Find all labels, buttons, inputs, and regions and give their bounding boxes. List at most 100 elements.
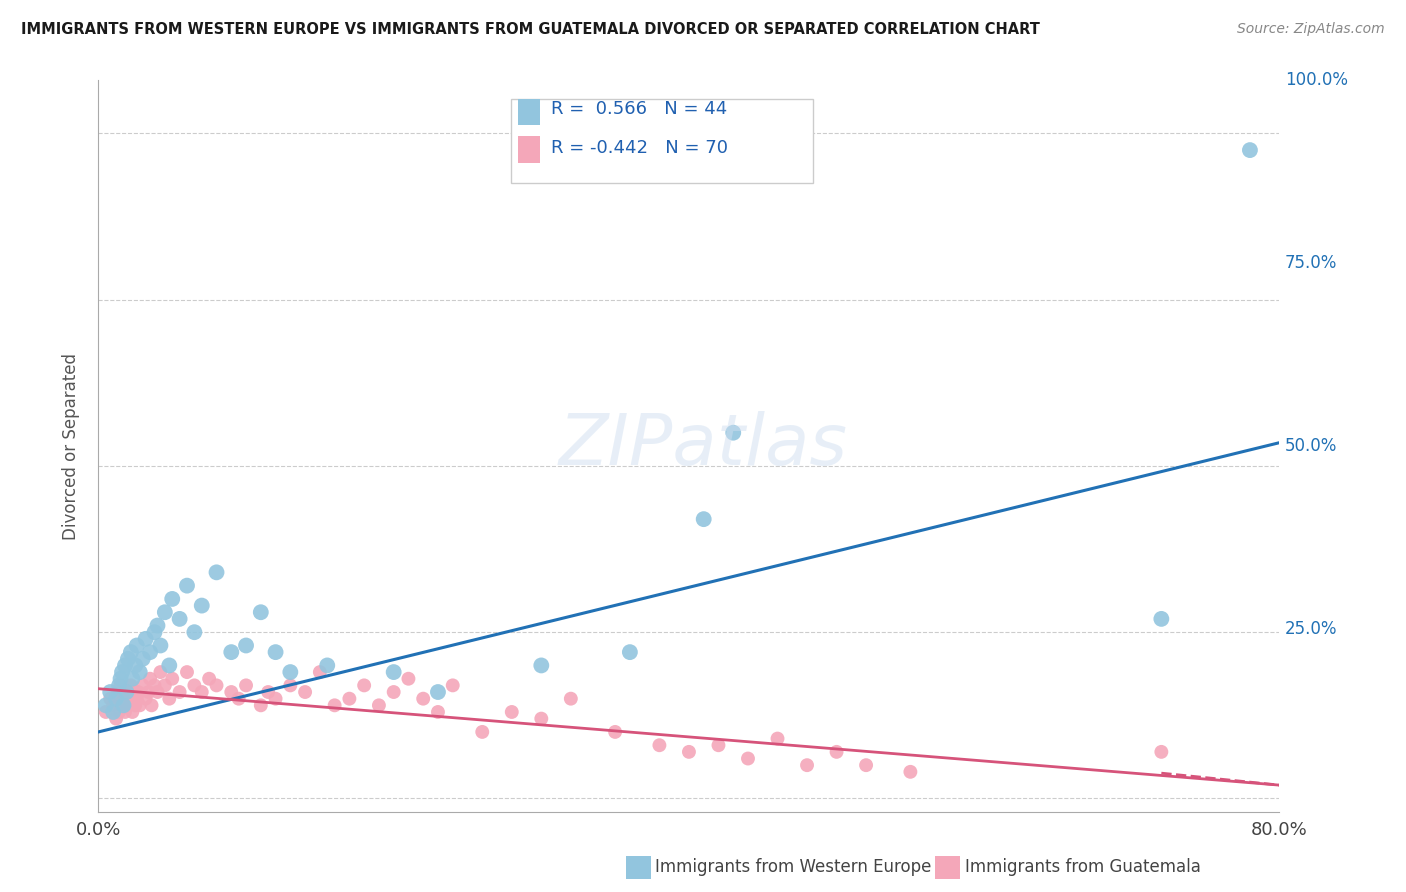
Point	[412, 691, 434, 706]
Point	[176, 665, 198, 679]
Point	[128, 665, 150, 679]
Point	[396, 672, 419, 686]
Point	[353, 678, 375, 692]
Point	[105, 712, 128, 726]
Point	[169, 612, 191, 626]
Point	[112, 698, 135, 713]
Point	[257, 685, 280, 699]
Text: Immigrants from Western Europe: Immigrants from Western Europe	[655, 858, 932, 876]
Point	[198, 672, 221, 686]
Point	[107, 685, 129, 699]
Point	[721, 425, 744, 440]
Point	[530, 712, 553, 726]
Point	[115, 685, 138, 699]
Point	[114, 658, 136, 673]
Point	[157, 658, 180, 673]
Point	[120, 678, 142, 692]
Text: IMMIGRANTS FROM WESTERN EUROPE VS IMMIGRANTS FROM GUATEMALA DIVORCED OR SEPARATE: IMMIGRANTS FROM WESTERN EUROPE VS IMMIGR…	[21, 22, 1040, 37]
Point	[278, 665, 302, 679]
Point	[205, 566, 228, 580]
Point	[264, 691, 287, 706]
Point	[149, 639, 172, 653]
Point	[108, 678, 131, 692]
Point	[162, 591, 183, 606]
Point	[122, 685, 145, 699]
Point	[235, 639, 257, 653]
Point	[294, 685, 316, 699]
Point	[309, 665, 332, 679]
Point	[143, 678, 166, 692]
Point	[323, 698, 346, 713]
Point	[427, 705, 450, 719]
Point	[530, 658, 553, 673]
Point	[382, 665, 405, 679]
Point	[219, 645, 242, 659]
Point	[900, 764, 922, 779]
Point	[127, 685, 149, 699]
Point	[278, 678, 302, 692]
Point	[183, 678, 205, 692]
Point	[176, 579, 198, 593]
Point	[128, 698, 150, 713]
Point	[766, 731, 789, 746]
Text: Immigrants from Guatemala: Immigrants from Guatemala	[965, 858, 1201, 876]
Text: ZIPatlas: ZIPatlas	[558, 411, 848, 481]
Point	[138, 685, 160, 699]
Point	[619, 645, 641, 659]
Point	[678, 745, 700, 759]
Text: R = -0.442   N = 70: R = -0.442 N = 70	[551, 138, 728, 157]
Point	[114, 705, 136, 719]
Point	[796, 758, 818, 772]
Point	[112, 691, 135, 706]
Point	[183, 625, 205, 640]
Point	[1150, 745, 1173, 759]
Point	[139, 672, 162, 686]
Point	[105, 691, 128, 706]
Point	[146, 618, 169, 632]
Point	[250, 605, 273, 619]
Point	[121, 672, 143, 686]
Point	[441, 678, 464, 692]
Y-axis label: Divorced or Separated: Divorced or Separated	[62, 352, 80, 540]
Point	[115, 685, 138, 699]
Point	[1150, 612, 1173, 626]
Point	[98, 691, 121, 706]
Point	[124, 658, 146, 673]
Point	[1239, 143, 1261, 157]
Point	[191, 599, 214, 613]
Point	[139, 645, 162, 659]
Point	[153, 605, 176, 619]
Point	[124, 698, 146, 713]
Point	[94, 698, 117, 713]
Point	[149, 665, 172, 679]
Point	[250, 698, 273, 713]
Point	[120, 645, 142, 659]
Text: R =  0.566   N = 44: R = 0.566 N = 44	[551, 100, 728, 119]
Point	[103, 705, 125, 719]
Point	[219, 685, 242, 699]
Point	[471, 725, 494, 739]
Point	[205, 678, 228, 692]
Point	[157, 691, 180, 706]
Point	[382, 685, 405, 699]
Point	[121, 705, 143, 719]
Text: 50.0%: 50.0%	[1285, 437, 1337, 455]
Point	[316, 658, 339, 673]
Point	[135, 632, 157, 646]
Text: 100.0%: 100.0%	[1285, 71, 1348, 89]
Text: 75.0%: 75.0%	[1285, 254, 1337, 272]
Point	[98, 685, 121, 699]
Point	[427, 685, 450, 699]
Point	[125, 639, 148, 653]
Point	[108, 705, 131, 719]
Point	[135, 691, 157, 706]
Point	[648, 738, 671, 752]
Point	[693, 512, 716, 526]
Point	[707, 738, 730, 752]
Point	[368, 698, 391, 713]
Text: Source: ZipAtlas.com: Source: ZipAtlas.com	[1237, 22, 1385, 37]
Point	[111, 665, 134, 679]
Point	[94, 705, 117, 719]
Point	[153, 678, 176, 692]
Point	[737, 751, 759, 765]
